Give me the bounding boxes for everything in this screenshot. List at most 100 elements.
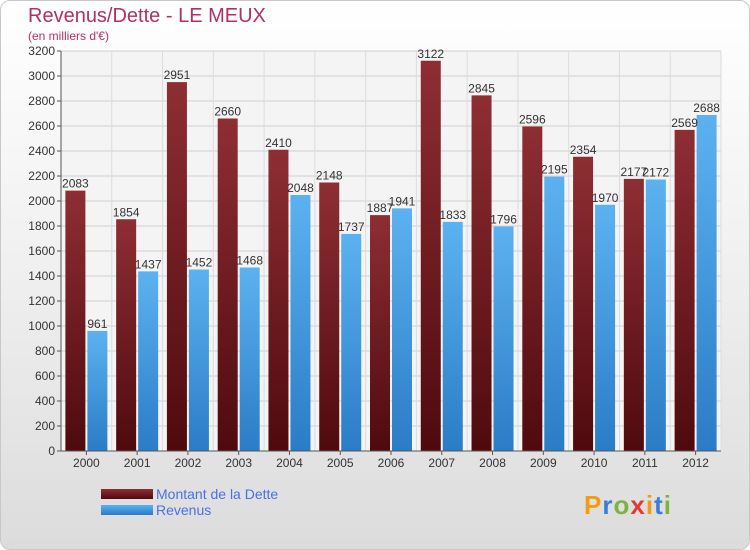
data-label-revenus: 1833	[439, 208, 466, 222]
x-tick-label: 2008	[479, 456, 506, 470]
chart-subtitle: (en milliers d'€)	[28, 29, 109, 43]
data-label-dette: 1854	[113, 205, 140, 219]
data-label-dette: 2083	[62, 177, 89, 191]
bar-revenus	[239, 267, 260, 451]
legend-label-revenue: Revenus	[156, 502, 212, 518]
data-label-dette: 2148	[316, 169, 343, 183]
legend-swatch-revenue	[101, 505, 153, 515]
x-tick-label: 2000	[73, 456, 100, 470]
data-label-revenus: 1941	[389, 194, 416, 208]
data-label-revenus: 1468	[236, 254, 263, 268]
y-tick-label: 400	[35, 394, 55, 408]
y-tick-label: 600	[35, 369, 55, 383]
x-tick-label: 2001	[124, 456, 151, 470]
bar-dette	[370, 215, 390, 451]
bar-revenus	[392, 208, 412, 451]
grid-layer	[60, 50, 722, 452]
bar-dette	[319, 182, 340, 451]
x-tick-label: 2003	[225, 456, 252, 470]
bar-revenus	[595, 204, 616, 451]
bars-layer	[65, 60, 717, 451]
data-label-dette: 2660	[214, 105, 241, 119]
bar-dette	[573, 156, 594, 451]
bar-dette	[65, 190, 86, 451]
bar-revenus	[493, 226, 514, 451]
data-label-dette: 3122	[417, 47, 444, 61]
legend-label-debt: Montant de la Dette	[156, 486, 279, 502]
data-label-revenus: 2195	[541, 163, 568, 177]
bar-dette	[674, 129, 695, 451]
data-label-revenus: 1452	[186, 256, 213, 270]
logo-letter: o	[613, 490, 631, 520]
x-tick-label: 2006	[378, 456, 405, 470]
bar-revenus	[188, 269, 209, 451]
bar-dette	[471, 95, 492, 451]
bar-dette	[268, 149, 289, 451]
axis-layer: 0 200 400 600 800 1000 1200 1400 1600 1800 2000 220…	[28, 44, 721, 470]
y-tick-label: 1200	[28, 294, 55, 308]
y-tick-label: 0	[48, 444, 55, 458]
bar-revenus	[645, 179, 666, 451]
data-label-dette: 1887	[367, 201, 394, 215]
x-tick-label: 2004	[276, 456, 303, 470]
y-tick-label: 2200	[28, 169, 55, 183]
bar-dette	[420, 60, 441, 451]
chart-title: Revenus/Dette - LE MEUX	[28, 5, 266, 27]
logo-letter: P	[584, 490, 603, 520]
data-label-revenus: 1970	[592, 191, 619, 205]
bar-revenus	[696, 115, 717, 451]
y-tick-label: 1800	[28, 219, 55, 233]
bar-revenus	[138, 271, 159, 451]
bar-dette	[522, 126, 543, 451]
bar-revenus	[341, 233, 362, 451]
x-tick-label: 2007	[428, 456, 455, 470]
data-label-dette: 2951	[164, 68, 191, 82]
data-label-revenus: 2048	[287, 181, 314, 195]
y-tick-label: 200	[35, 419, 55, 433]
y-tick-label: 3000	[28, 69, 55, 83]
data-label-dette: 2410	[265, 136, 292, 150]
x-tick-label: 2005	[327, 456, 354, 470]
data-label-revenus: 1796	[490, 213, 517, 227]
bar-revenus	[544, 176, 565, 451]
bar-dette	[623, 178, 644, 451]
bar-revenus	[87, 330, 108, 451]
bar-revenus	[290, 195, 311, 451]
data-label-revenus: 1437	[135, 257, 162, 271]
data-label-revenus: 2688	[693, 101, 720, 115]
data-label-revenus: 961	[87, 317, 107, 331]
x-tick-label: 2009	[530, 456, 557, 470]
y-tick-label: 2800	[28, 94, 55, 108]
data-label-dette: 2596	[519, 113, 546, 127]
y-tick-label: 1400	[28, 269, 55, 283]
bar-dette	[166, 82, 187, 451]
x-tick-label: 2012	[682, 456, 709, 470]
proxiti-logo: Proxiti	[584, 490, 672, 521]
data-label-revenus: 2172	[642, 166, 669, 180]
labels-layer: 2083961185414372951145226601468241020482…	[62, 47, 720, 331]
legend-swatch-debt	[101, 489, 153, 499]
y-tick-label: 2000	[28, 194, 55, 208]
y-tick-label: 2400	[28, 144, 55, 158]
data-label-dette: 2354	[570, 143, 597, 157]
bar-revenus	[442, 221, 463, 451]
y-tick-label: 2600	[28, 119, 55, 133]
data-label-revenus: 1737	[338, 220, 365, 234]
y-tick-label: 800	[35, 344, 55, 358]
x-tick-label: 2011	[632, 456, 658, 470]
bar-dette	[217, 118, 238, 451]
x-tick-label: 2002	[175, 456, 202, 470]
data-label-dette: 2845	[468, 81, 495, 95]
bar-dette	[116, 219, 137, 451]
y-tick-label: 1000	[28, 319, 55, 333]
logo-letter: i	[645, 490, 655, 520]
logo-letter: x	[630, 490, 646, 520]
y-tick-label: 1600	[28, 244, 55, 258]
logo-letter: i	[663, 490, 672, 520]
data-label-dette: 2569	[671, 116, 698, 130]
data-label-dette: 2177	[620, 165, 647, 179]
y-tick-label: 3200	[28, 44, 55, 58]
logo-letter: t	[654, 490, 664, 520]
